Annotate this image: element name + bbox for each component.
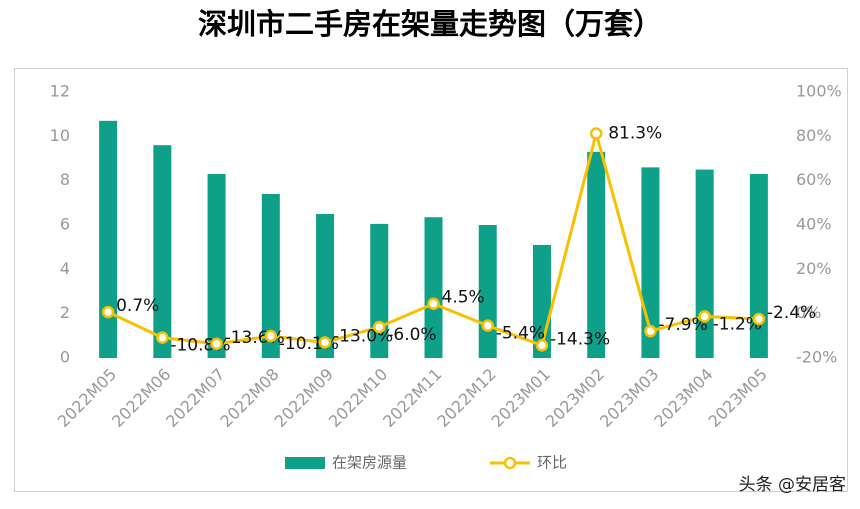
legend-marker bbox=[503, 456, 517, 470]
line-marker bbox=[318, 336, 332, 349]
data-label: -1.2% bbox=[713, 314, 762, 334]
y-tick-label: 10 bbox=[50, 126, 70, 145]
y-tick-label: 6 bbox=[60, 215, 70, 234]
data-label: -2.4% bbox=[767, 303, 816, 323]
bar bbox=[316, 213, 335, 358]
line-marker bbox=[101, 305, 115, 319]
y2-tick-label: 60% bbox=[796, 170, 832, 189]
y2-tick-label: -20% bbox=[796, 348, 837, 367]
y2-tick-label: 20% bbox=[796, 259, 832, 278]
bar bbox=[424, 217, 443, 358]
data-label: -6.0% bbox=[387, 325, 436, 345]
y-tick-label: 0 bbox=[60, 348, 70, 367]
line-marker bbox=[644, 324, 657, 338]
line-marker bbox=[373, 320, 386, 334]
data-label: -5.4% bbox=[496, 324, 545, 344]
bar bbox=[695, 169, 714, 358]
line-marker bbox=[481, 319, 494, 332]
line-marker bbox=[698, 310, 711, 323]
line-marker bbox=[210, 337, 223, 351]
y2-tick-label: 80% bbox=[796, 126, 832, 145]
y2-tick-label: 40% bbox=[796, 215, 832, 234]
line-marker bbox=[156, 331, 169, 344]
data-label: 81.3% bbox=[608, 123, 662, 143]
legend-label: 环比 bbox=[537, 454, 567, 472]
y-tick-label: 2 bbox=[60, 303, 70, 322]
bar bbox=[587, 151, 606, 358]
watermark: 头条 @安居客 bbox=[739, 475, 846, 495]
bar bbox=[749, 174, 768, 358]
data-label: -7.9% bbox=[658, 315, 707, 335]
data-label: 0.7% bbox=[116, 296, 159, 316]
x-tick-label: 2023M05 bbox=[705, 365, 771, 431]
chart-title: 深圳市二手房在架量走势图（万套） bbox=[198, 7, 662, 41]
legend-label: 在架房源量 bbox=[332, 454, 407, 472]
bar bbox=[99, 120, 118, 358]
legend-swatch bbox=[285, 457, 325, 469]
line-marker bbox=[535, 339, 549, 352]
y2-tick-label: 100% bbox=[796, 82, 842, 101]
data-label: 4.5% bbox=[442, 288, 485, 308]
bar bbox=[261, 193, 280, 358]
y-tick-label: 12 bbox=[50, 82, 70, 101]
y-tick-label: 8 bbox=[60, 170, 70, 189]
line-marker bbox=[427, 297, 440, 310]
line-marker bbox=[752, 312, 766, 326]
line-marker bbox=[264, 329, 278, 343]
line-marker bbox=[589, 127, 603, 140]
bar bbox=[153, 145, 172, 358]
y-tick-label: 4 bbox=[60, 259, 70, 278]
bar bbox=[207, 174, 226, 358]
chart-frame bbox=[14, 68, 848, 492]
data-label: -14.3% bbox=[550, 329, 610, 349]
y2-tick-label: 0% bbox=[796, 303, 821, 322]
